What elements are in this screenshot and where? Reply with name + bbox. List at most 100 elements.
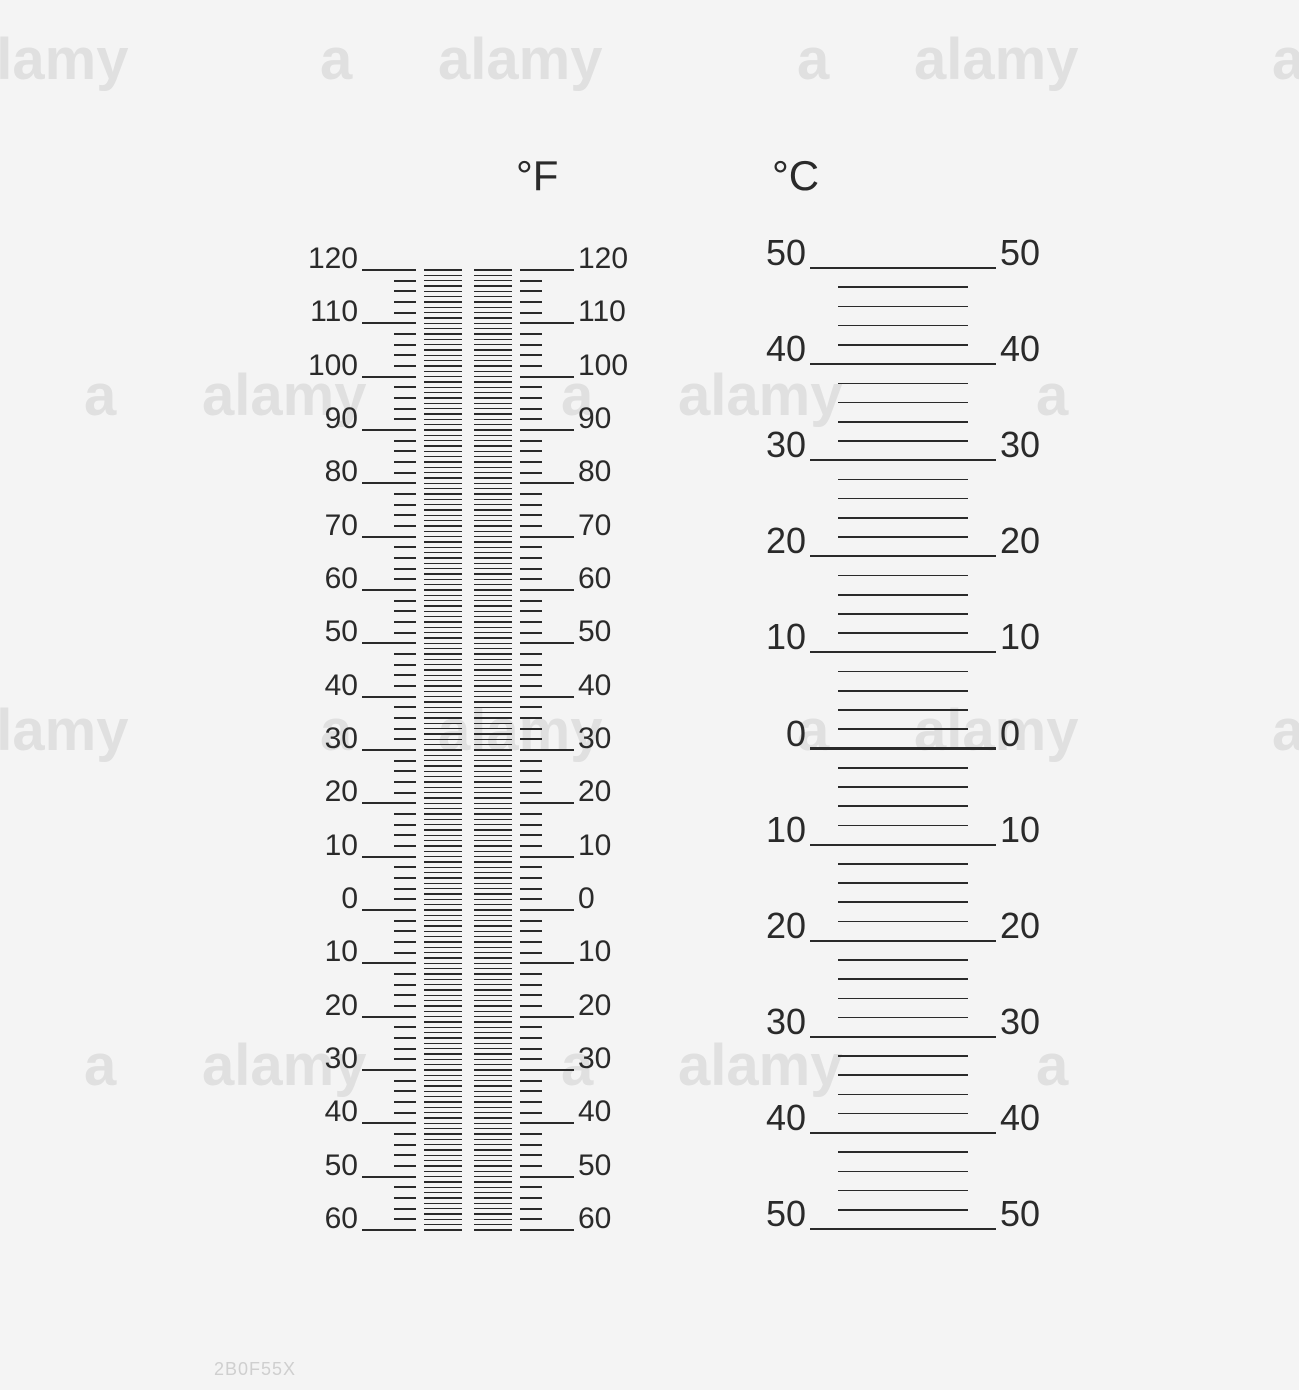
f-right-fine-tick (474, 1197, 512, 1198)
f-right-fine-tick (474, 392, 512, 393)
f-left-fine-tick (424, 387, 462, 388)
f-right-fine-tick (474, 1149, 512, 1150)
f-left-label: 10 (325, 935, 358, 969)
f-right-minor-tick (520, 408, 542, 410)
f-right-fine-tick (474, 1192, 512, 1193)
f-right-fine-tick (474, 1128, 512, 1129)
f-right-label: 110 (578, 295, 626, 329)
c-right-label: 40 (1000, 328, 1040, 370)
f-left-minor-tick (394, 1218, 416, 1220)
f-right-minor-tick (520, 493, 542, 495)
f-left-minor-tick (394, 994, 416, 996)
f-right-fine-tick (474, 893, 512, 894)
f-right-minor-tick (520, 792, 542, 794)
f-left-fine-tick (424, 819, 462, 820)
f-right-fine-tick (474, 531, 512, 532)
f-left-fine-tick (424, 1021, 462, 1022)
c-minor-tick (838, 978, 968, 980)
f-right-minor-tick (520, 504, 542, 506)
f-left-fine-tick (424, 733, 462, 734)
f-right-fine-tick (474, 349, 512, 350)
f-right-fine-tick (474, 637, 512, 638)
c-major-tick (810, 747, 996, 749)
f-left-fine-tick (424, 312, 462, 313)
f-right-minor-tick (520, 280, 542, 282)
f-left-label: 30 (325, 722, 358, 756)
f-right-fine-tick (474, 312, 512, 313)
f-left-fine-tick (424, 381, 462, 382)
f-right-minor-tick (520, 1048, 542, 1050)
f-right-minor-tick (520, 706, 542, 708)
f-left-minor-tick (394, 344, 416, 346)
f-right-fine-tick (474, 387, 512, 388)
f-right-fine-tick (474, 456, 512, 457)
f-left-fine-tick (424, 573, 462, 574)
f-right-fine-tick (474, 819, 512, 820)
c-left-label: 10 (766, 616, 806, 658)
f-left-fine-tick (424, 1128, 462, 1129)
f-right-fine-tick (474, 477, 512, 478)
f-right-fine-tick (474, 984, 512, 985)
f-right-minor-tick (520, 600, 542, 602)
f-right-fine-tick (474, 1208, 512, 1209)
f-left-fine-tick (424, 1059, 462, 1060)
f-right-fine-tick (474, 685, 512, 686)
f-left-minor-tick (394, 610, 416, 612)
f-right-fine-tick (474, 1229, 512, 1230)
f-right-fine-tick (474, 904, 512, 905)
f-left-fine-tick (424, 675, 462, 676)
f-left-fine-tick (424, 1229, 462, 1230)
f-right-fine-tick (474, 1107, 512, 1108)
watermark-word: alamy (0, 26, 128, 93)
f-right-fine-tick (474, 829, 512, 830)
f-right-fine-tick (474, 1085, 512, 1086)
f-right-minor-tick (520, 685, 542, 687)
f-right-minor-tick (520, 525, 542, 527)
f-right-minor-tick (520, 610, 542, 612)
f-right-fine-tick (474, 275, 512, 276)
f-left-major-tick (362, 429, 416, 431)
c-minor-tick (838, 440, 968, 442)
f-right-fine-tick (474, 1069, 512, 1070)
f-left-fine-tick (424, 291, 462, 292)
f-right-fine-tick (474, 915, 512, 916)
c-left-label: 50 (766, 1193, 806, 1235)
c-minor-tick (838, 863, 968, 865)
f-right-fine-tick (474, 1075, 512, 1076)
f-right-major-tick (520, 1122, 574, 1124)
c-minor-tick (838, 690, 968, 692)
f-left-minor-tick (394, 930, 416, 932)
f-right-fine-tick (474, 360, 512, 361)
f-left-minor-tick (394, 1133, 416, 1135)
f-right-fine-tick (474, 589, 512, 590)
f-left-fine-tick (424, 1107, 462, 1108)
f-left-minor-tick (394, 461, 416, 463)
f-right-label: 60 (578, 1202, 611, 1236)
f-right-fine-tick (474, 1016, 512, 1017)
c-left-label: 40 (766, 328, 806, 370)
f-right-fine-tick (474, 269, 512, 270)
f-right-minor-tick (520, 1197, 542, 1199)
c-left-label: 40 (766, 1097, 806, 1139)
f-left-label: 60 (325, 562, 358, 596)
c-minor-tick (838, 786, 968, 788)
f-left-fine-tick (424, 1117, 462, 1118)
f-right-minor-tick (520, 1037, 542, 1039)
f-left-fine-tick (424, 275, 462, 276)
f-left-fine-tick (424, 995, 462, 996)
f-right-fine-tick (474, 1155, 512, 1156)
f-right-minor-tick (520, 557, 542, 559)
f-right-minor-tick (520, 386, 542, 388)
watermark-word: alamy (678, 1032, 842, 1099)
f-left-fine-tick (424, 1032, 462, 1033)
f-right-fine-tick (474, 1165, 512, 1166)
f-left-fine-tick (424, 397, 462, 398)
f-right-fine-tick (474, 397, 512, 398)
f-right-fine-tick (474, 957, 512, 958)
f-left-minor-tick (394, 386, 416, 388)
f-right-minor-tick (520, 952, 542, 954)
f-right-minor-tick (520, 1144, 542, 1146)
f-left-minor-tick (394, 525, 416, 527)
f-left-fine-tick (424, 824, 462, 825)
f-left-major-tick (362, 749, 416, 751)
